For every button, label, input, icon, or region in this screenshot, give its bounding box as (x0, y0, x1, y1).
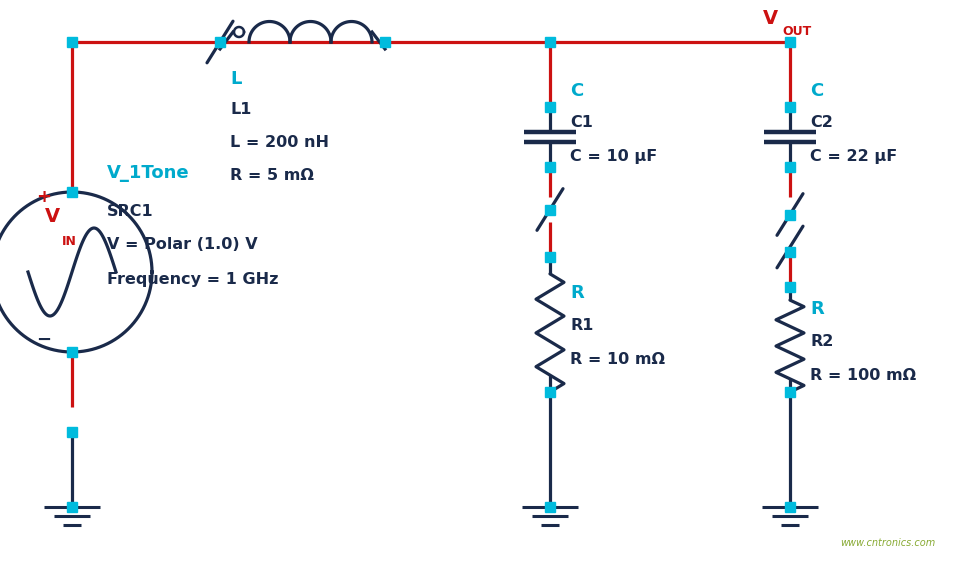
Text: R = 10 mΩ: R = 10 mΩ (570, 352, 665, 368)
Text: −: − (36, 331, 52, 349)
Text: V: V (763, 9, 778, 28)
Text: +: + (36, 188, 52, 206)
Text: V: V (45, 207, 60, 226)
Text: L: L (230, 70, 241, 88)
Text: OUT: OUT (782, 25, 812, 38)
Text: R: R (570, 284, 584, 302)
Text: C: C (810, 82, 823, 100)
Text: L1: L1 (230, 102, 251, 117)
Text: V_1Tone: V_1Tone (107, 164, 189, 182)
Text: L = 200 nH: L = 200 nH (230, 135, 329, 150)
Text: R2: R2 (810, 333, 834, 348)
Text: V = Polar (1.0) V: V = Polar (1.0) V (107, 237, 257, 252)
Text: R1: R1 (570, 319, 594, 333)
Text: C = 22 μF: C = 22 μF (810, 149, 898, 164)
Text: C = 10 μF: C = 10 μF (570, 149, 657, 164)
Text: C2: C2 (810, 115, 833, 130)
Text: IN: IN (62, 235, 76, 248)
Text: R = 5 mΩ: R = 5 mΩ (230, 168, 314, 183)
Text: C: C (570, 82, 583, 100)
Text: SRC1: SRC1 (107, 204, 154, 219)
Text: R = 100 mΩ: R = 100 mΩ (810, 368, 916, 383)
Text: Frequency = 1 GHz: Frequency = 1 GHz (107, 272, 278, 287)
Text: www.cntronics.com: www.cntronics.com (839, 538, 935, 548)
Text: R: R (810, 300, 824, 318)
Text: C1: C1 (570, 115, 593, 130)
